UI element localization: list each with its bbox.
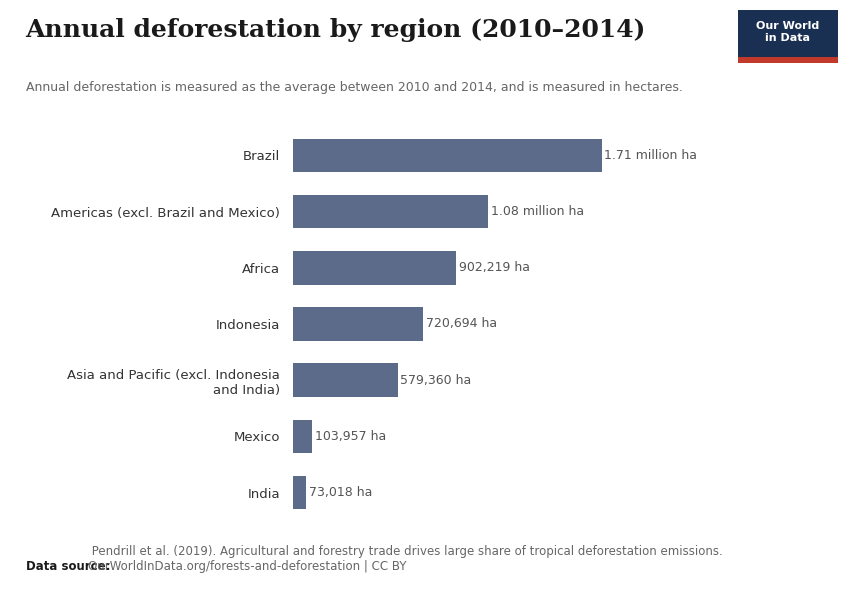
Text: 1.08 million ha: 1.08 million ha [490, 205, 584, 218]
Bar [293, 419, 312, 453]
Text: Pendrill et al. (2019). Agricultural and forestry trade drives large share of tr: Pendrill et al. (2019). Agricultural and… [88, 545, 722, 573]
Bar [293, 476, 306, 509]
Text: 73,018 ha: 73,018 ha [309, 486, 372, 499]
Text: 103,957 ha: 103,957 ha [314, 430, 386, 443]
Text: Annual deforestation by region (2010–2014): Annual deforestation by region (2010–201… [26, 18, 646, 42]
Bar [293, 364, 398, 397]
Bar [293, 251, 456, 284]
Text: 1.71 million ha: 1.71 million ha [604, 149, 697, 162]
Bar [293, 139, 602, 172]
Text: Our World
in Data: Our World in Data [756, 21, 819, 43]
Bar [293, 307, 423, 341]
Bar [293, 195, 488, 229]
Text: 902,219 ha: 902,219 ha [459, 262, 530, 274]
Text: Annual deforestation is measured as the average between 2010 and 2014, and is me: Annual deforestation is measured as the … [26, 81, 683, 94]
Text: Data source:: Data source: [26, 560, 110, 573]
Text: 579,360 ha: 579,360 ha [400, 374, 472, 386]
Text: 720,694 ha: 720,694 ha [426, 317, 497, 331]
